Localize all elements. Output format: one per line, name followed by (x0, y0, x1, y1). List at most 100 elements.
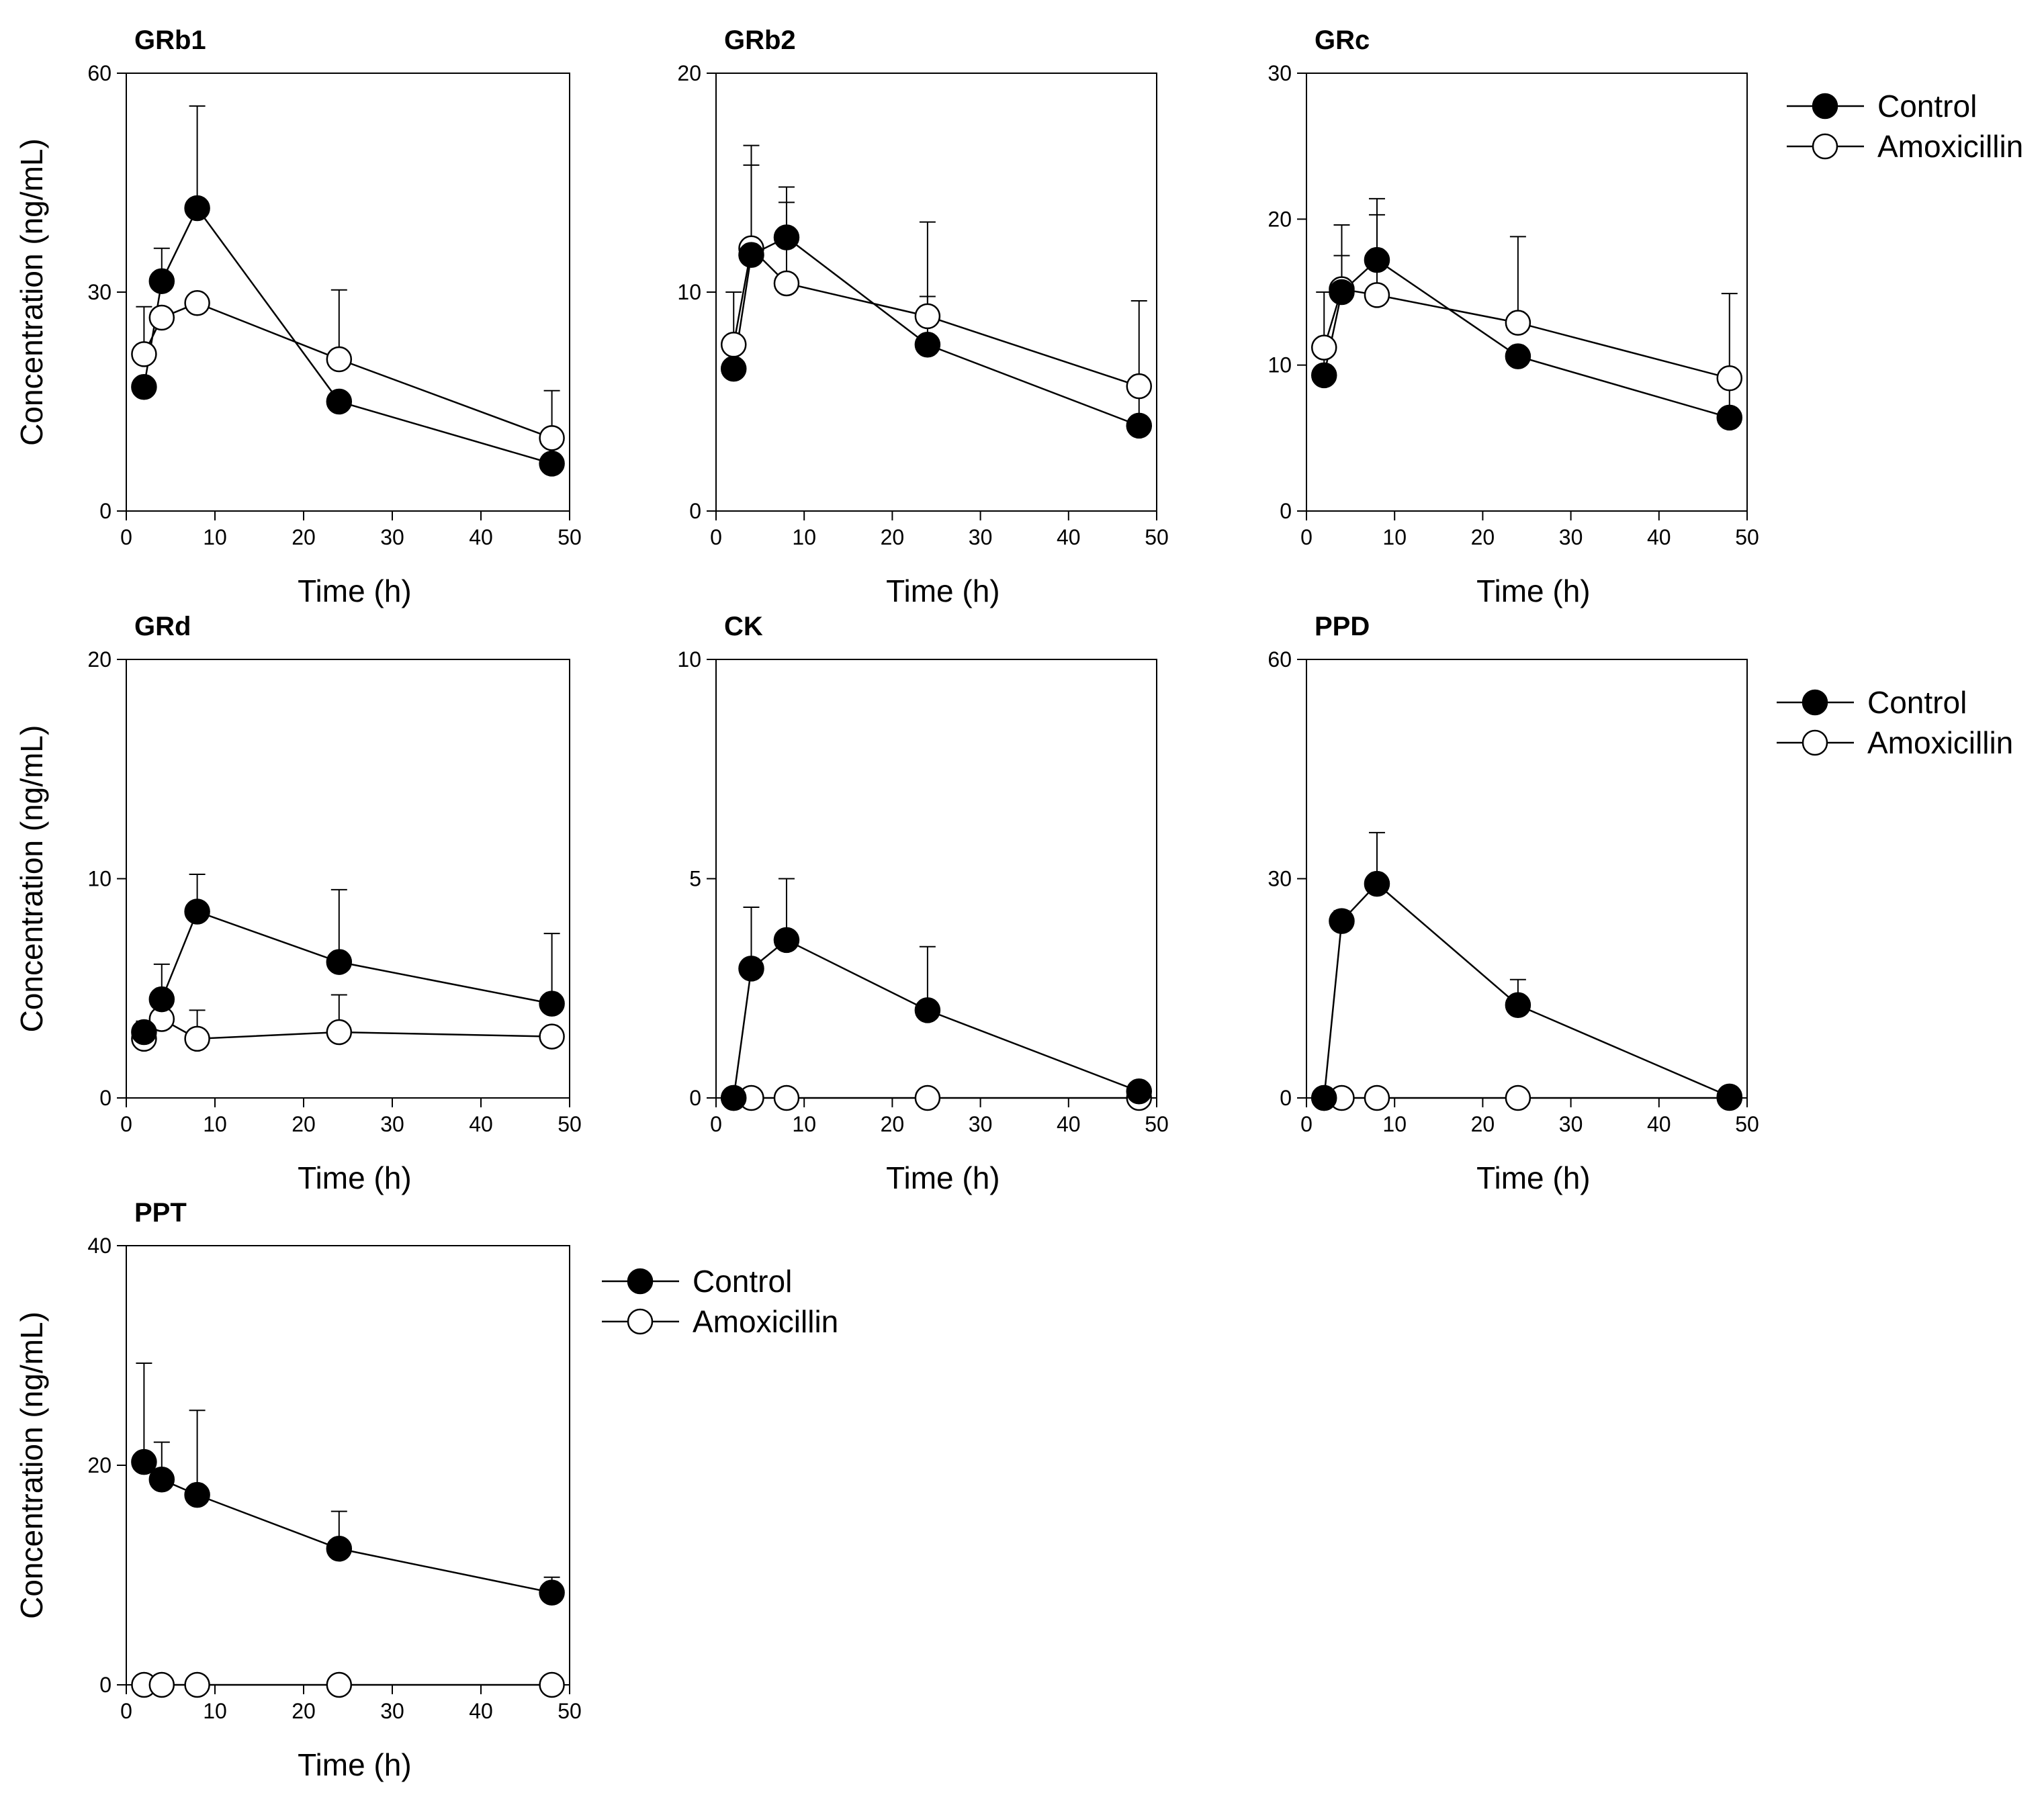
data-point-control (1126, 1078, 1153, 1105)
data-point-control (131, 374, 157, 400)
legend-marker (627, 1268, 654, 1295)
x-tick-label: 0 (1300, 1112, 1313, 1136)
x-tick-label: 40 (1057, 1112, 1081, 1136)
data-point-control (131, 1019, 157, 1046)
data-point-amoxicillin (914, 1085, 941, 1111)
data-point-amoxicillin (1505, 1085, 1531, 1111)
data-point-control (184, 1481, 210, 1508)
panel-grb2: GRb2 0 10 20 30 40 50 0 10 20 Time (h) (677, 26, 1168, 608)
legend-label: Amoxicillin (1877, 129, 2023, 164)
x-tick-label: 40 (469, 1699, 493, 1723)
data-point-amoxicillin (184, 290, 210, 316)
panel-title: CK (724, 612, 763, 641)
legend-label: Control (1877, 89, 1977, 124)
y-tick-label: 60 (87, 61, 112, 85)
data-point-control (914, 997, 941, 1023)
legend-marker (1802, 689, 1828, 716)
legend-1: Control Amoxicillin (1787, 89, 2023, 164)
data-point-amoxicillin (148, 1671, 175, 1698)
x-tick-label: 20 (881, 525, 905, 549)
data-point-amoxicillin (1364, 1085, 1390, 1111)
y-axis-label: Concentration (ng/mL) (14, 1311, 49, 1619)
data-point-control (148, 268, 175, 294)
panel-ppt: PPT 0 10 20 30 40 50 0 20 40 Time (h) Concentration… (14, 1198, 582, 1782)
series-control (733, 878, 1140, 1099)
panel-ck: CK 0 10 20 30 40 50 0 5 10 Time (h) (677, 612, 1168, 1195)
x-axis-label: Time (h) (298, 1747, 412, 1782)
x-tick-label: 20 (292, 525, 316, 549)
data-point-amoxicillin (1126, 373, 1153, 400)
legend-label: Control (1867, 685, 1967, 720)
legend-marker (1812, 93, 1838, 120)
data-point-amoxicillin (1310, 334, 1337, 361)
series-line (143, 302, 553, 439)
x-axis-label: Time (h) (1476, 1160, 1591, 1195)
data-point-control (738, 242, 764, 268)
legend-3: Control Amoxicillin (602, 1264, 838, 1339)
x-tick-label: 0 (120, 1699, 132, 1723)
data-point-control (1310, 1085, 1337, 1111)
panel-grc: GRc 0 10 20 30 40 50 0 10 20 30 Time (h) (1268, 26, 1759, 608)
x-tick-label: 50 (558, 1112, 582, 1136)
data-point-amoxicillin (773, 1085, 800, 1111)
x-tick-label: 40 (469, 1112, 493, 1136)
x-tick-label: 0 (120, 525, 132, 549)
data-point-control (1505, 992, 1531, 1019)
plot-frame (126, 1245, 570, 1686)
x-tick-label: 0 (710, 525, 722, 549)
legend-2: Control Amoxicillin (1777, 685, 2013, 760)
y-tick-label: 10 (87, 867, 112, 891)
x-tick-label: 10 (1382, 1112, 1407, 1136)
data-point-control (326, 1536, 353, 1562)
x-tick-label: 10 (203, 525, 227, 549)
x-tick-label: 0 (120, 1112, 132, 1136)
data-point-control (1126, 412, 1153, 439)
data-point-control (1716, 1083, 1743, 1110)
x-tick-label: 50 (558, 525, 582, 549)
y-tick-label: 10 (677, 647, 701, 672)
x-tick-label: 10 (792, 525, 816, 549)
series-line (733, 236, 1140, 427)
data-point-control (1716, 404, 1743, 431)
x-tick-label: 50 (1735, 1112, 1759, 1136)
x-tick-label: 40 (1647, 525, 1671, 549)
y-tick-label: 0 (99, 499, 112, 523)
x-tick-label: 40 (1057, 525, 1081, 549)
data-point-control (148, 986, 175, 1013)
data-point-amoxicillin (184, 1671, 210, 1698)
data-point-amoxicillin (148, 304, 175, 331)
data-point-control (1329, 908, 1355, 934)
data-point-control (148, 1467, 175, 1493)
data-point-amoxicillin (326, 346, 353, 373)
series-control (136, 1362, 560, 1594)
x-tick-label: 30 (969, 1112, 993, 1136)
data-point-amoxicillin (539, 425, 565, 451)
x-tick-label: 30 (969, 525, 993, 549)
x-tick-label: 20 (1471, 525, 1495, 549)
series-line (1323, 259, 1730, 419)
y-tick-label: 0 (689, 499, 701, 523)
panel-grb1: GRb1 0 10 20 30 40 50 0 30 60 Time (h) Concentratio… (14, 26, 582, 608)
series-line (143, 1461, 552, 1594)
plot-frame (1306, 73, 1748, 512)
data-point-control (1505, 343, 1531, 369)
x-tick-label: 50 (558, 1699, 582, 1723)
panel-title: GRb2 (724, 26, 796, 55)
legend-label: Amoxicillin (693, 1304, 838, 1339)
data-point-amoxicillin (773, 270, 800, 297)
y-axis-label: Concentration (ng/mL) (14, 725, 49, 1033)
panel-title: GRc (1315, 26, 1370, 55)
data-point-amoxicillin (914, 303, 941, 330)
x-tick-label: 30 (380, 1699, 404, 1723)
data-point-amoxicillin (1505, 310, 1531, 336)
panel-title: PPT (134, 1198, 187, 1228)
panel-ppd: PPD 0 10 20 30 40 50 0 30 60 Time (h) (1268, 612, 1759, 1195)
data-point-control (1329, 279, 1355, 306)
data-point-amoxicillin (539, 1671, 565, 1698)
series-control (1323, 831, 1730, 1099)
y-tick-label: 40 (87, 1234, 112, 1258)
data-point-control (1364, 870, 1390, 897)
y-tick-label: 30 (1268, 61, 1292, 85)
data-point-control (539, 990, 565, 1017)
data-point-amoxicillin (1364, 282, 1390, 308)
